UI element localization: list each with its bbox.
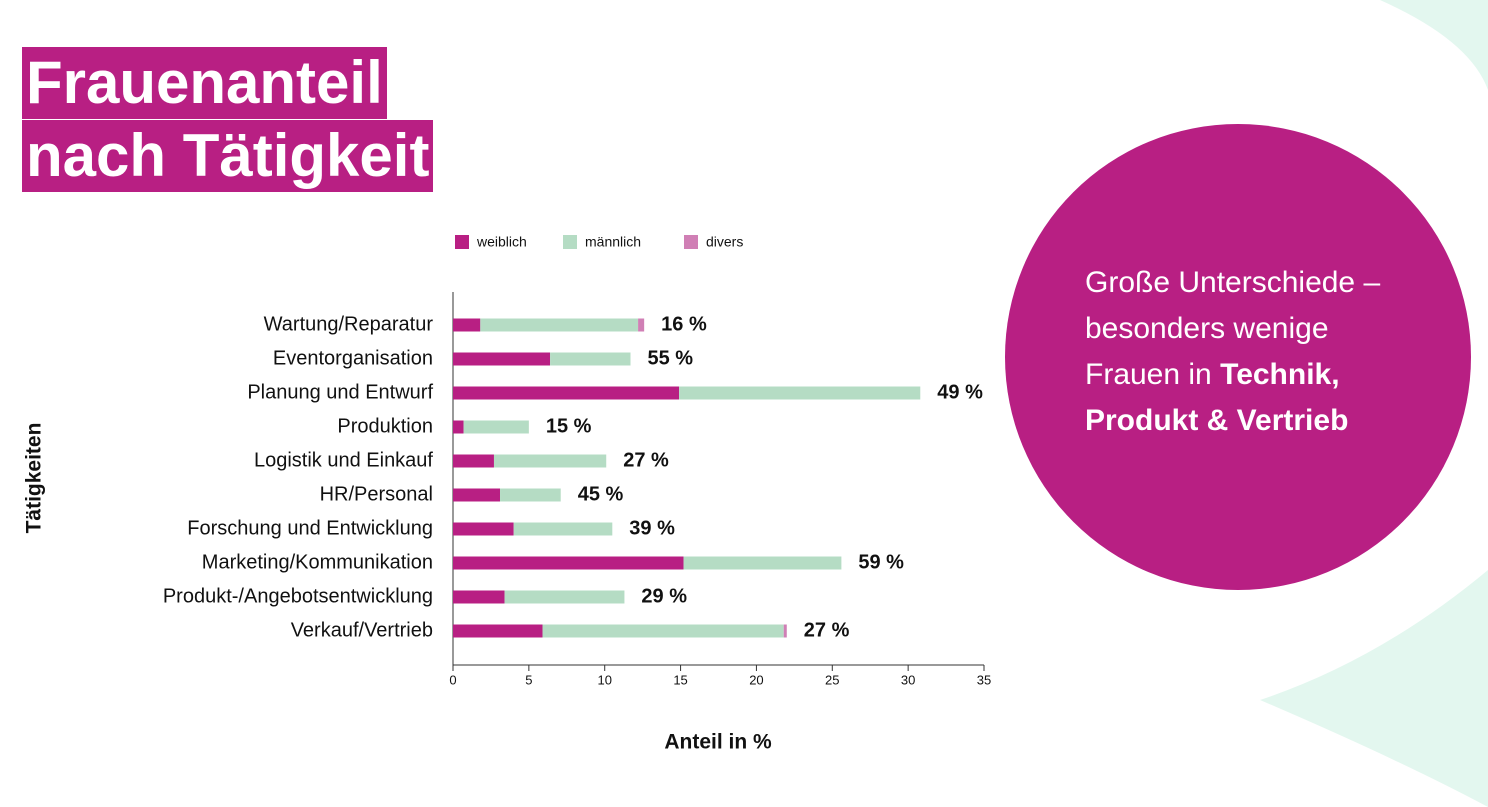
bar-segment: [453, 556, 684, 570]
y-tick-label: Forschung und Entwicklung: [187, 517, 433, 539]
title-line: Frauenanteil: [22, 47, 387, 119]
y-tick-label: Eventorganisation: [273, 347, 433, 369]
bar-segment: [453, 352, 551, 366]
x-tick-label: 5: [525, 672, 532, 687]
x-tick-label: 15: [673, 672, 687, 687]
bar-segment: [453, 420, 464, 434]
bar-segment: [480, 318, 639, 332]
bar-segment: [453, 590, 505, 604]
callout-text: Große Unterschiede – besonders wenige Fr…: [1085, 260, 1405, 444]
y-tick-label: Marketing/Kommunikation: [202, 551, 433, 573]
x-tick-label: 35: [977, 672, 991, 687]
x-axis-title: Anteil in %: [664, 731, 772, 754]
bar-segment: [542, 624, 784, 638]
y-tick-label: Produktion: [337, 415, 433, 437]
data-label: 49 %: [937, 381, 983, 403]
y-tick-label: Verkauf/Vertrieb: [291, 619, 433, 641]
callout-plain: Große Unterschiede – besonders wenige Fr…: [1085, 266, 1381, 391]
y-tick-label: Wartung/Reparatur: [264, 313, 434, 335]
x-tick-label: 0: [449, 672, 456, 687]
callout: Große Unterschiede – besonders wenige Fr…: [1005, 124, 1471, 590]
data-label: 59 %: [858, 551, 904, 573]
data-label: 39 %: [629, 517, 675, 539]
data-label: 45 %: [578, 483, 624, 505]
bar-segment: [453, 522, 514, 536]
data-label: 15 %: [546, 415, 592, 437]
bar-segment: [783, 624, 787, 638]
bar-segment: [463, 420, 529, 434]
x-tick-label: 10: [597, 672, 611, 687]
legend-swatch: [563, 235, 577, 249]
legend-label: weiblich: [476, 234, 527, 250]
bar-segment: [453, 454, 494, 468]
legend-label: männlich: [585, 234, 641, 250]
bar-segment: [453, 386, 680, 400]
legend-swatch: [455, 235, 469, 249]
data-label: 16 %: [661, 313, 707, 335]
decor: [1260, 570, 1488, 807]
title-line: nach Tätigkeit: [22, 120, 434, 192]
bar-segment: [453, 624, 543, 638]
x-tick-label: 25: [825, 672, 839, 687]
bar-segment: [683, 556, 842, 570]
bar-segment: [453, 488, 501, 502]
y-tick-label: Logistik und Einkauf: [254, 449, 433, 471]
x-tick-label: 30: [901, 672, 915, 687]
legend-label: divers: [706, 234, 743, 250]
y-axis-title: Tätigkeiten: [23, 423, 46, 534]
legend-swatch: [684, 235, 698, 249]
decor: [1380, 0, 1488, 90]
bar-segment: [679, 386, 921, 400]
bar-segment: [453, 318, 481, 332]
data-label: 27 %: [623, 449, 669, 471]
bar-segment: [638, 318, 645, 332]
data-label: 55 %: [648, 347, 694, 369]
data-label: 27 %: [804, 619, 850, 641]
chart: Anteil in % Tätigkeiten 0 5 10 15 20 25 30 35 we…: [23, 234, 992, 754]
y-tick-label: Produkt-/Angebotsentwicklung: [163, 585, 433, 607]
x-tick-label: 20: [749, 672, 763, 687]
bar-segment: [513, 522, 613, 536]
bar-segment: [493, 454, 607, 468]
bar-segment: [504, 590, 625, 604]
callout-emphasis: Technik, Produkt & Vertrieb: [1085, 358, 1349, 437]
data-label: 29 %: [641, 585, 687, 607]
bar-segment: [550, 352, 631, 366]
y-tick-label: HR/Personal: [320, 483, 433, 505]
y-tick-label: Planung und Entwurf: [247, 381, 433, 403]
bar-segment: [500, 488, 561, 502]
